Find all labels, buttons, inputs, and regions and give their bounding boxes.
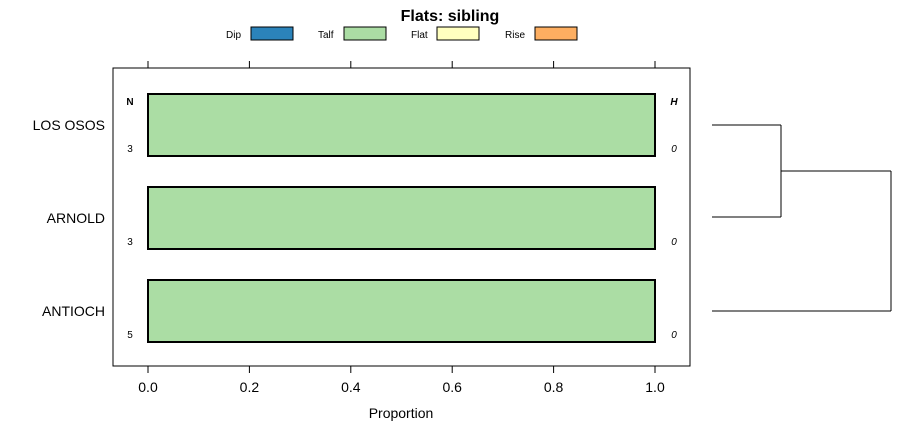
- category-label: LOS OSOS: [33, 117, 105, 133]
- n-value: 3: [127, 144, 133, 155]
- x-tick-label: 1.0: [645, 379, 665, 395]
- dendrogram: [712, 124, 892, 312]
- n-value: 3: [127, 237, 133, 248]
- x-tick-label: 0.4: [341, 379, 361, 395]
- legend-label-dip: Dip: [226, 30, 241, 41]
- h-column-header: H: [670, 97, 678, 108]
- x-axis-title: Proportion: [369, 405, 434, 421]
- x-tick-label: 0.2: [240, 379, 260, 395]
- category-label: ARNOLD: [47, 210, 105, 226]
- bar-talf-antioch: [147, 279, 656, 343]
- bar-talf-los-osos: [147, 93, 656, 157]
- legend-label-talf: Talf: [318, 30, 334, 41]
- legend-swatch-rise: [534, 26, 578, 41]
- legend-label-rise: Rise: [505, 30, 525, 41]
- h-value: 0: [671, 330, 677, 341]
- plot-frame: [112, 67, 691, 367]
- category-label: ANTIOCH: [42, 303, 105, 319]
- legend-swatch-dip: [250, 26, 294, 41]
- x-tick-label: 0.8: [544, 379, 564, 395]
- x-tick-label: 0.0: [138, 379, 158, 395]
- bars: LOS OSOS 3 0 ARNOLD 3 0 ANTIOCH 5 0: [33, 93, 677, 343]
- legend: Dip Talf Flat Rise: [226, 26, 578, 41]
- chart-title: Flats: sibling: [401, 8, 500, 25]
- bar-talf-arnold: [147, 186, 656, 250]
- x-axis: 0.0 0.2 0.4 0.6 0.8 1.0: [138, 61, 665, 395]
- h-value: 0: [671, 237, 677, 248]
- x-tick-label: 0.6: [442, 379, 462, 395]
- n-value: 5: [127, 330, 133, 341]
- legend-swatch-flat: [436, 26, 480, 41]
- h-value: 0: [671, 144, 677, 155]
- legend-label-flat: Flat: [411, 30, 428, 41]
- legend-swatch-talf: [343, 26, 387, 41]
- n-column-header: N: [126, 97, 133, 108]
